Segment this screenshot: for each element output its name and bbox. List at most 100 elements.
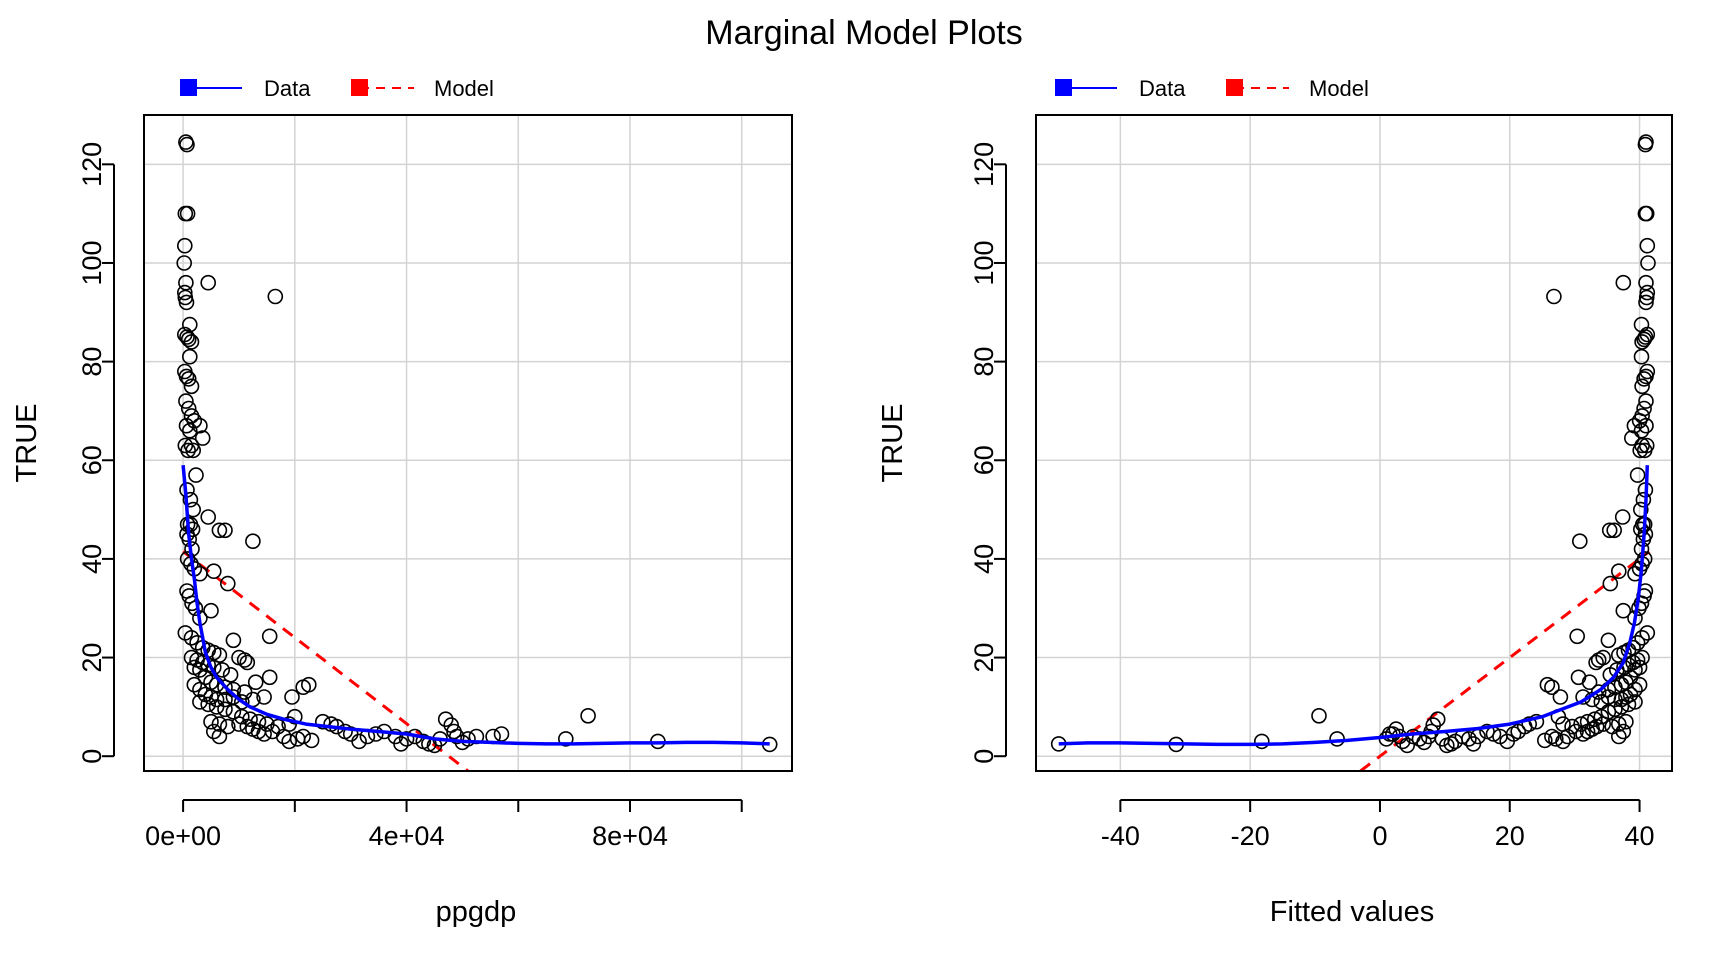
left-data-point-6 (178, 274, 194, 291)
right-x-tick-label-1: -20 (1231, 821, 1270, 851)
left-data-point-60 (177, 625, 194, 641)
right-x-axis-label: Fitted values (1270, 896, 1434, 928)
left-data-point-98 (256, 689, 272, 705)
right-legend-model-label: Model (1309, 76, 1369, 101)
left-data-point-29 (194, 430, 211, 446)
right-data-point-45 (1606, 522, 1622, 539)
right-data-point-158 (1254, 733, 1270, 750)
right-data-point-16 (1634, 334, 1650, 350)
right-legend-data-label: Data (1139, 76, 1186, 101)
right-data-point-134 (1492, 728, 1508, 745)
right-data-point-114 (1618, 713, 1634, 730)
right-data-point-22 (1638, 393, 1654, 409)
right-y-tick-label-3: 60 (969, 445, 999, 475)
right-data-point-37 (1633, 501, 1649, 518)
left-plot-frame (143, 114, 793, 772)
left-data-point-47 (245, 533, 261, 550)
left-points-group (176, 134, 778, 754)
right-data-point-121 (1575, 726, 1591, 742)
right-data-point-17 (1633, 348, 1650, 365)
left-data-point-16 (183, 334, 200, 350)
left-data-point-10 (200, 274, 216, 291)
left-data-line (181, 465, 770, 746)
left-y-axis-label: TRUE (11, 404, 43, 483)
left-data-point-127 (303, 732, 320, 749)
left-data-point-156 (557, 731, 574, 747)
left-data-point-20 (180, 371, 197, 387)
right-y-tick-label-5: 100 (969, 240, 999, 285)
left-data-point-90 (192, 681, 208, 698)
right-data-point-34 (1629, 467, 1646, 483)
left-data-point-99 (284, 689, 300, 705)
right-data-point-46 (1601, 522, 1618, 539)
right-y-tick-label-2: 40 (969, 544, 999, 574)
left-data-point-59 (203, 602, 219, 619)
left-data-point-17 (182, 348, 198, 365)
left-data-point-46 (217, 522, 233, 539)
right-data-point-44 (1614, 509, 1631, 525)
right-x-tick-label-2: 0 (1372, 821, 1387, 851)
left-data-point-5 (176, 255, 192, 271)
left-data-point-126 (295, 728, 312, 745)
left-legend-model-label: Model (434, 76, 494, 101)
right-data-point-52 (1611, 563, 1627, 580)
left-data-point-40 (184, 521, 201, 538)
left-data-point-44 (200, 509, 216, 525)
left-data-point-21 (183, 378, 200, 395)
right-data-point-109 (1564, 718, 1580, 735)
left-data-point-102 (208, 699, 225, 715)
right-data-point-122 (1568, 723, 1584, 740)
right-data-point-15 (1636, 331, 1652, 348)
right-data-point-165 (1399, 737, 1415, 754)
left-data-point-133 (351, 733, 367, 750)
right-data-point-14 (1637, 329, 1654, 345)
left-data-point-101 (200, 696, 216, 713)
left-data-point-93 (208, 691, 225, 708)
right-data-point-105 (1593, 708, 1610, 725)
left-data-point-36 (182, 491, 199, 508)
left-data-point-117 (231, 716, 247, 732)
left-data-point-11 (267, 288, 284, 305)
right-data-point-9 (1638, 294, 1654, 311)
right-data-point-115 (1611, 716, 1627, 732)
left-data-point-33 (185, 442, 201, 459)
left-data-point-15 (180, 331, 197, 348)
right-legend: Data Model (1055, 76, 1369, 101)
right-data-point-101 (1620, 696, 1637, 713)
left-data-point-87 (247, 674, 264, 691)
right-legend-model-swatch (1226, 79, 1243, 96)
right-data-point-11 (1546, 288, 1562, 305)
right-data-line (1058, 465, 1650, 747)
left-y-tick-label-3: 60 (77, 445, 107, 475)
right-data-point-100 (1627, 694, 1643, 710)
right-points-group (1050, 134, 1656, 754)
left-data-point-74 (214, 662, 230, 678)
right-data-point-89 (1631, 676, 1648, 693)
left-data-point-150 (460, 731, 476, 747)
left-data-point-148 (448, 728, 465, 745)
left-data-point-27 (182, 422, 198, 439)
right-data-point-78 (1588, 654, 1604, 671)
right-data-point-5 (1640, 255, 1656, 271)
right-data-point-59 (1615, 602, 1632, 619)
right-data-point-103 (1607, 701, 1623, 718)
left-data-point-25 (186, 412, 203, 429)
right-data-point-47 (1572, 533, 1588, 550)
right-y-tick-label-1: 20 (969, 643, 999, 673)
right-data-point-80 (1627, 662, 1643, 678)
left-data-point-121 (256, 726, 272, 742)
right-y-tick-label-6: 120 (969, 142, 999, 187)
left-legend-model-swatch (351, 79, 368, 96)
left-x-axis-label: ppgdp (436, 896, 517, 928)
right-data-point-123 (1559, 728, 1576, 745)
left-data-point-56 (184, 595, 200, 612)
right-data-point-157 (1311, 707, 1327, 724)
left-y-tick-label-2: 40 (77, 544, 107, 574)
left-data-point-45 (211, 522, 228, 539)
left-data-point-77 (236, 652, 253, 668)
right-data-point-4 (1639, 237, 1656, 254)
left-data-point-28 (192, 417, 208, 434)
right-data-point-3 (1637, 205, 1654, 222)
left-x-tick-label-0: 0e+00 (145, 821, 221, 851)
right-data-point-29 (1624, 430, 1640, 446)
